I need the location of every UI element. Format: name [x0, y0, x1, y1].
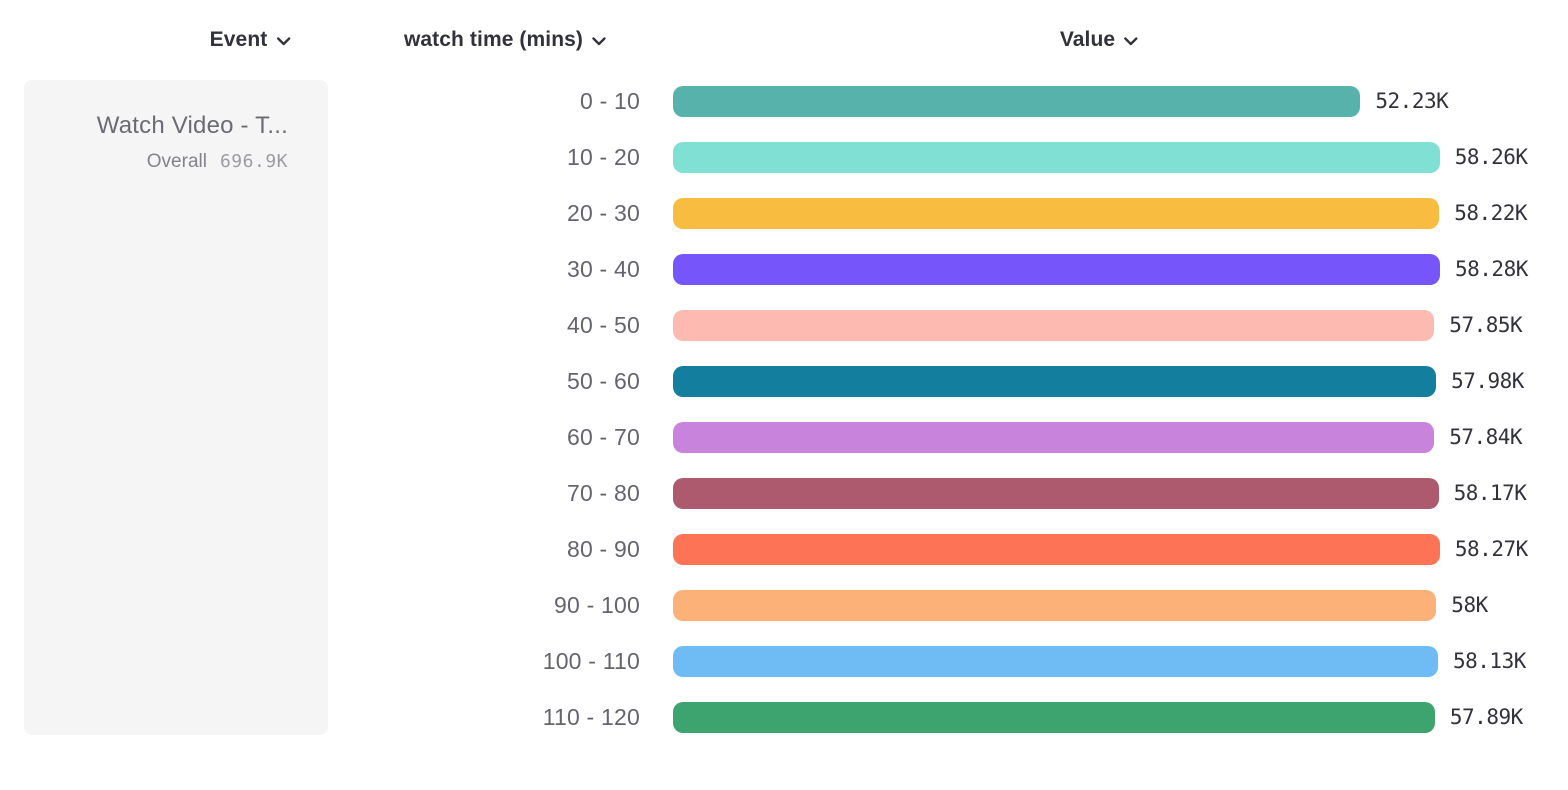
- chart-row: 20 - 30 58.22K: [0, 185, 1568, 241]
- bar-track: 58.22K: [673, 197, 1568, 229]
- chevron-down-icon: [1124, 37, 1138, 46]
- breakdown-column-header[interactable]: watch time (mins): [404, 28, 606, 52]
- category-label: 10 - 20: [566, 143, 640, 170]
- chart-row: 80 - 90 58.27K: [0, 521, 1568, 577]
- category-label: 100 - 110: [542, 647, 640, 674]
- category-label: 90 - 100: [554, 591, 640, 618]
- category-label: 50 - 60: [566, 367, 640, 394]
- chart-rows: 0 - 10 52.23K 10 - 20 58.26K 20 - 30 58.22K 30…: [0, 73, 1568, 745]
- event-column-header[interactable]: Event: [210, 28, 291, 52]
- bar-track: 57.84K: [673, 421, 1568, 453]
- value-label: 58.28K: [1455, 257, 1528, 281]
- bar[interactable]: [673, 533, 1440, 565]
- bar[interactable]: [673, 309, 1435, 341]
- category-label: 30 - 40: [566, 255, 640, 282]
- value-label: 57.85K: [1449, 313, 1523, 337]
- chart-row: 0 - 10 52.23K: [0, 73, 1568, 129]
- bar-track: 58.17K: [673, 477, 1568, 509]
- event-card[interactable]: Watch Video - T... Overall 696.9K: [24, 80, 328, 735]
- chart-row: 30 - 40 58.28K: [0, 241, 1568, 297]
- bar[interactable]: [673, 589, 1437, 621]
- bar-track: 58K: [673, 589, 1568, 621]
- bar-track: 52.23K: [673, 85, 1568, 117]
- category-label: 40 - 50: [566, 311, 640, 338]
- bar-track: 58.26K: [673, 141, 1568, 173]
- category-label: 80 - 90: [566, 535, 640, 562]
- bar-track: 57.89K: [673, 701, 1568, 733]
- value-column-label: Value: [1059, 28, 1116, 51]
- bar[interactable]: [673, 253, 1440, 285]
- value-label: 58.27K: [1454, 537, 1528, 561]
- value-label: 58K: [1451, 593, 1488, 617]
- chart-row: 10 - 20 58.26K: [0, 129, 1568, 185]
- bar-track: 58.27K: [673, 533, 1568, 565]
- category-label: 20 - 30: [566, 199, 640, 226]
- value-column-header[interactable]: Value: [1060, 28, 1138, 52]
- chart-row: 100 - 110 58.13K: [0, 633, 1568, 689]
- chart-row: 90 - 100 58K: [0, 577, 1568, 633]
- bar[interactable]: [673, 141, 1440, 173]
- overall-label: Overall: [146, 151, 207, 172]
- event-card-content: Watch Video - T... Overall 696.9K: [97, 112, 288, 173]
- chart-row: 60 - 70 57.84K: [0, 409, 1568, 465]
- bar[interactable]: [673, 645, 1438, 677]
- category-label: 60 - 70: [566, 423, 640, 450]
- category-label: 70 - 80: [566, 479, 640, 506]
- bar-track: 57.98K: [673, 365, 1568, 397]
- chevron-down-icon: [592, 37, 606, 46]
- bar[interactable]: [673, 85, 1361, 117]
- bar-track: 57.85K: [673, 309, 1568, 341]
- value-label: 58.26K: [1454, 145, 1528, 169]
- bar[interactable]: [673, 197, 1440, 229]
- breakdown-column-label: watch time (mins): [403, 28, 584, 51]
- event-name: Watch Video - T...: [96, 112, 288, 139]
- bar[interactable]: [673, 701, 1435, 733]
- overall-value: 696.9K: [219, 151, 288, 172]
- value-label: 57.98K: [1451, 369, 1524, 393]
- bar-track: 58.28K: [673, 253, 1568, 285]
- value-label: 57.89K: [1449, 705, 1523, 729]
- chart-row: 50 - 60 57.98K: [0, 353, 1568, 409]
- value-label: 52.23K: [1375, 89, 1449, 113]
- chart-row: 110 - 120 57.89K: [0, 689, 1568, 745]
- event-column-label: Event: [209, 28, 268, 51]
- chart-row: 40 - 50 57.85K: [0, 297, 1568, 353]
- value-label: 58.17K: [1453, 481, 1527, 505]
- category-label: 110 - 120: [542, 703, 640, 730]
- category-label: 0 - 10: [579, 87, 640, 114]
- chart-row: 70 - 80 58.17K: [0, 465, 1568, 521]
- bar[interactable]: [673, 477, 1439, 509]
- bar[interactable]: [673, 421, 1435, 453]
- bar[interactable]: [673, 365, 1437, 397]
- value-label: 57.84K: [1449, 425, 1523, 449]
- bar-track: 58.13K: [673, 645, 1568, 677]
- chevron-down-icon: [276, 37, 290, 46]
- event-overall: Overall 696.9K: [97, 151, 288, 173]
- value-label: 58.22K: [1454, 201, 1528, 225]
- value-label: 58.13K: [1453, 649, 1526, 673]
